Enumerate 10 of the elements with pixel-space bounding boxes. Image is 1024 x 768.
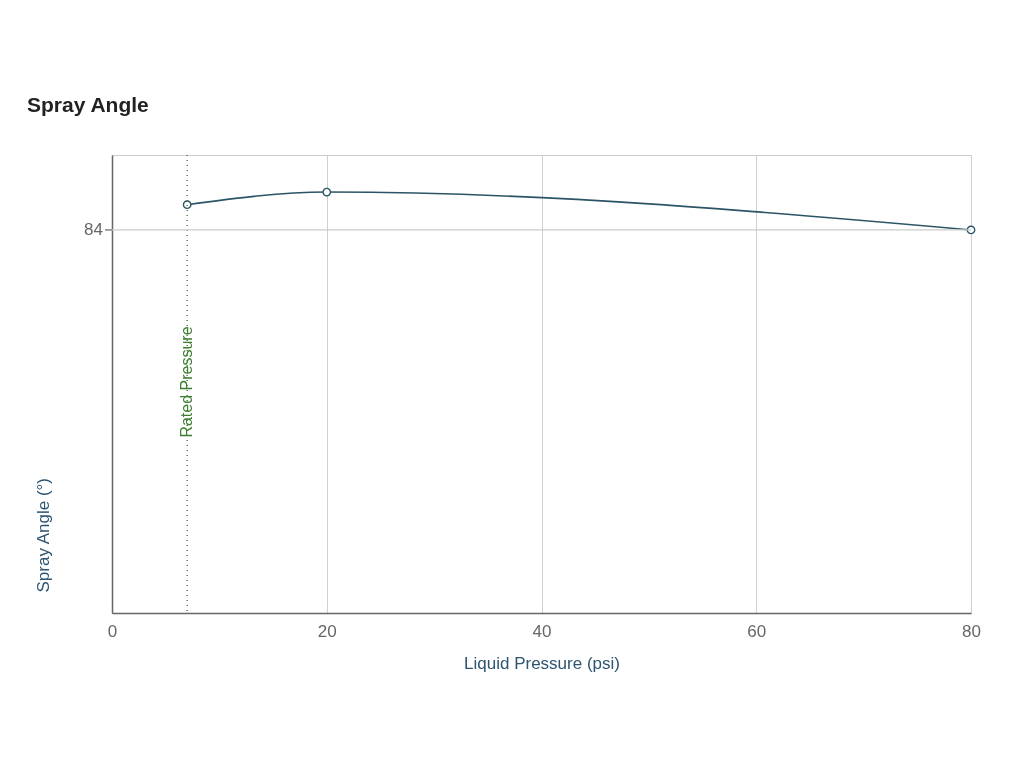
text: 84 [84,219,103,239]
x-tick-label: 20 [317,621,337,641]
x-tick-label: 80 [962,621,981,641]
x-tick-label: 60 [747,621,767,641]
x-axis-title: Liquid Pressure (psi) [464,653,620,673]
x-tick-label: 0 [107,621,118,641]
ref-line-label: Rated Pressure [178,326,196,438]
x-tick-label: 40 [532,621,552,641]
y-axis-title: Spray Angle (°) [33,477,53,593]
chart-title: Spray Angle [27,93,149,117]
